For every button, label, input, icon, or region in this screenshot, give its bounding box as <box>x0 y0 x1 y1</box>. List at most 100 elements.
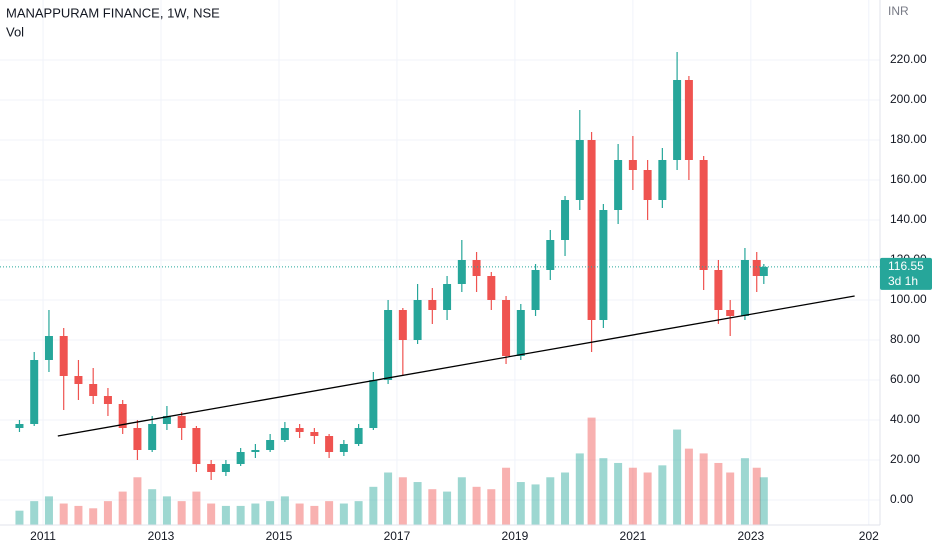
volume-bar <box>207 503 216 525</box>
candle-body <box>30 360 39 424</box>
candle-body <box>759 266 768 276</box>
candle-body <box>339 444 348 452</box>
volume-bar <box>339 503 348 525</box>
candle-body <box>74 376 83 384</box>
candle-body <box>428 300 437 310</box>
volume-bar <box>133 477 142 525</box>
candle-body <box>643 170 652 200</box>
candle-body <box>221 464 230 472</box>
volume-bar <box>162 496 171 525</box>
candle-body <box>575 140 584 200</box>
last-price-label: 116.55 <box>888 259 924 273</box>
volume-bar <box>266 501 275 525</box>
candle-body <box>546 240 555 270</box>
volume-bar <box>684 448 693 525</box>
volume-bar <box>325 501 334 525</box>
volume-bar <box>236 505 245 525</box>
volume-bar <box>714 462 723 525</box>
volume-bar <box>103 501 112 525</box>
y-tick-label: 180.00 <box>890 132 927 146</box>
volume-bar <box>74 505 83 525</box>
volume-bar <box>148 489 157 525</box>
y-tick-label: 200.00 <box>890 92 927 106</box>
candle-body <box>587 140 596 320</box>
candle-body <box>472 260 481 276</box>
x-tick-label: 2015 <box>266 529 293 543</box>
volume-bar <box>628 467 637 525</box>
candle-body <box>673 80 682 160</box>
y-tick-label: 60.00 <box>890 372 920 386</box>
volume-layer <box>15 417 768 525</box>
volume-bar <box>295 503 304 525</box>
candle-body <box>44 336 53 360</box>
volume-bar <box>44 496 53 525</box>
volume-bar <box>740 458 749 525</box>
candle-body <box>658 160 667 200</box>
candle-body <box>443 284 452 310</box>
candle-body <box>487 276 496 300</box>
volume-bar <box>516 482 525 525</box>
x-tick-label: 2019 <box>502 529 529 543</box>
candle-body <box>310 432 319 436</box>
candle-layer <box>15 52 768 480</box>
candle-body <box>192 428 201 464</box>
overlay-layer <box>0 266 880 437</box>
candle-body <box>502 300 511 356</box>
candle-body <box>15 424 24 428</box>
candle-body <box>251 450 260 452</box>
last-price-badge <box>880 257 932 290</box>
volume-bar <box>457 477 466 525</box>
volume-bar <box>384 472 393 525</box>
volume-bar <box>59 503 68 525</box>
y-tick-label: 20.00 <box>890 452 920 466</box>
volume-bar <box>177 501 186 525</box>
grid <box>0 0 880 525</box>
candle-body <box>684 80 693 160</box>
candle-body <box>280 428 289 440</box>
x-tick-label: 2017 <box>384 529 411 543</box>
x-tick-label: 2013 <box>148 529 175 543</box>
volume-bar <box>354 501 363 525</box>
volume-bar <box>472 486 481 525</box>
candle-body <box>740 260 749 316</box>
volume-bar <box>251 503 260 525</box>
volume-bar <box>30 501 39 525</box>
axes: 0.0020.0040.0060.0080.00100.00120.00140.… <box>30 52 932 543</box>
candle-body <box>207 464 216 472</box>
volume-bar <box>443 491 452 525</box>
candle-body <box>354 428 363 444</box>
candle-body <box>177 416 186 428</box>
volume-bar <box>752 467 761 525</box>
candle-body <box>148 424 157 450</box>
volume-bar <box>673 429 682 525</box>
candle-body <box>118 404 127 428</box>
volume-bar <box>502 467 511 525</box>
candle-body <box>699 160 708 270</box>
candle-body <box>325 436 334 452</box>
volume-bar <box>699 453 708 525</box>
candle-body <box>752 260 761 276</box>
candle-body <box>457 260 466 284</box>
y-tick-label: 220.00 <box>890 52 927 66</box>
candle-body <box>516 310 525 356</box>
candle-body <box>561 200 570 240</box>
volume-bar <box>369 486 378 525</box>
volume-bar <box>726 472 735 525</box>
candle-body <box>162 416 171 424</box>
candle-body <box>89 384 98 396</box>
volume-bar <box>15 510 24 525</box>
y-tick-label: 0.00 <box>890 492 914 506</box>
volume-bar <box>89 508 98 525</box>
volume-bar <box>192 491 201 525</box>
candle-body <box>103 396 112 404</box>
volume-bar <box>428 489 437 525</box>
x-tick-label: 2023 <box>737 529 764 543</box>
volume-bar <box>118 491 127 525</box>
candle-body <box>599 210 608 320</box>
volume-bar <box>531 484 540 525</box>
x-tick-label: 2021 <box>620 529 647 543</box>
volume-bar <box>561 472 570 525</box>
candle-body <box>614 160 623 210</box>
